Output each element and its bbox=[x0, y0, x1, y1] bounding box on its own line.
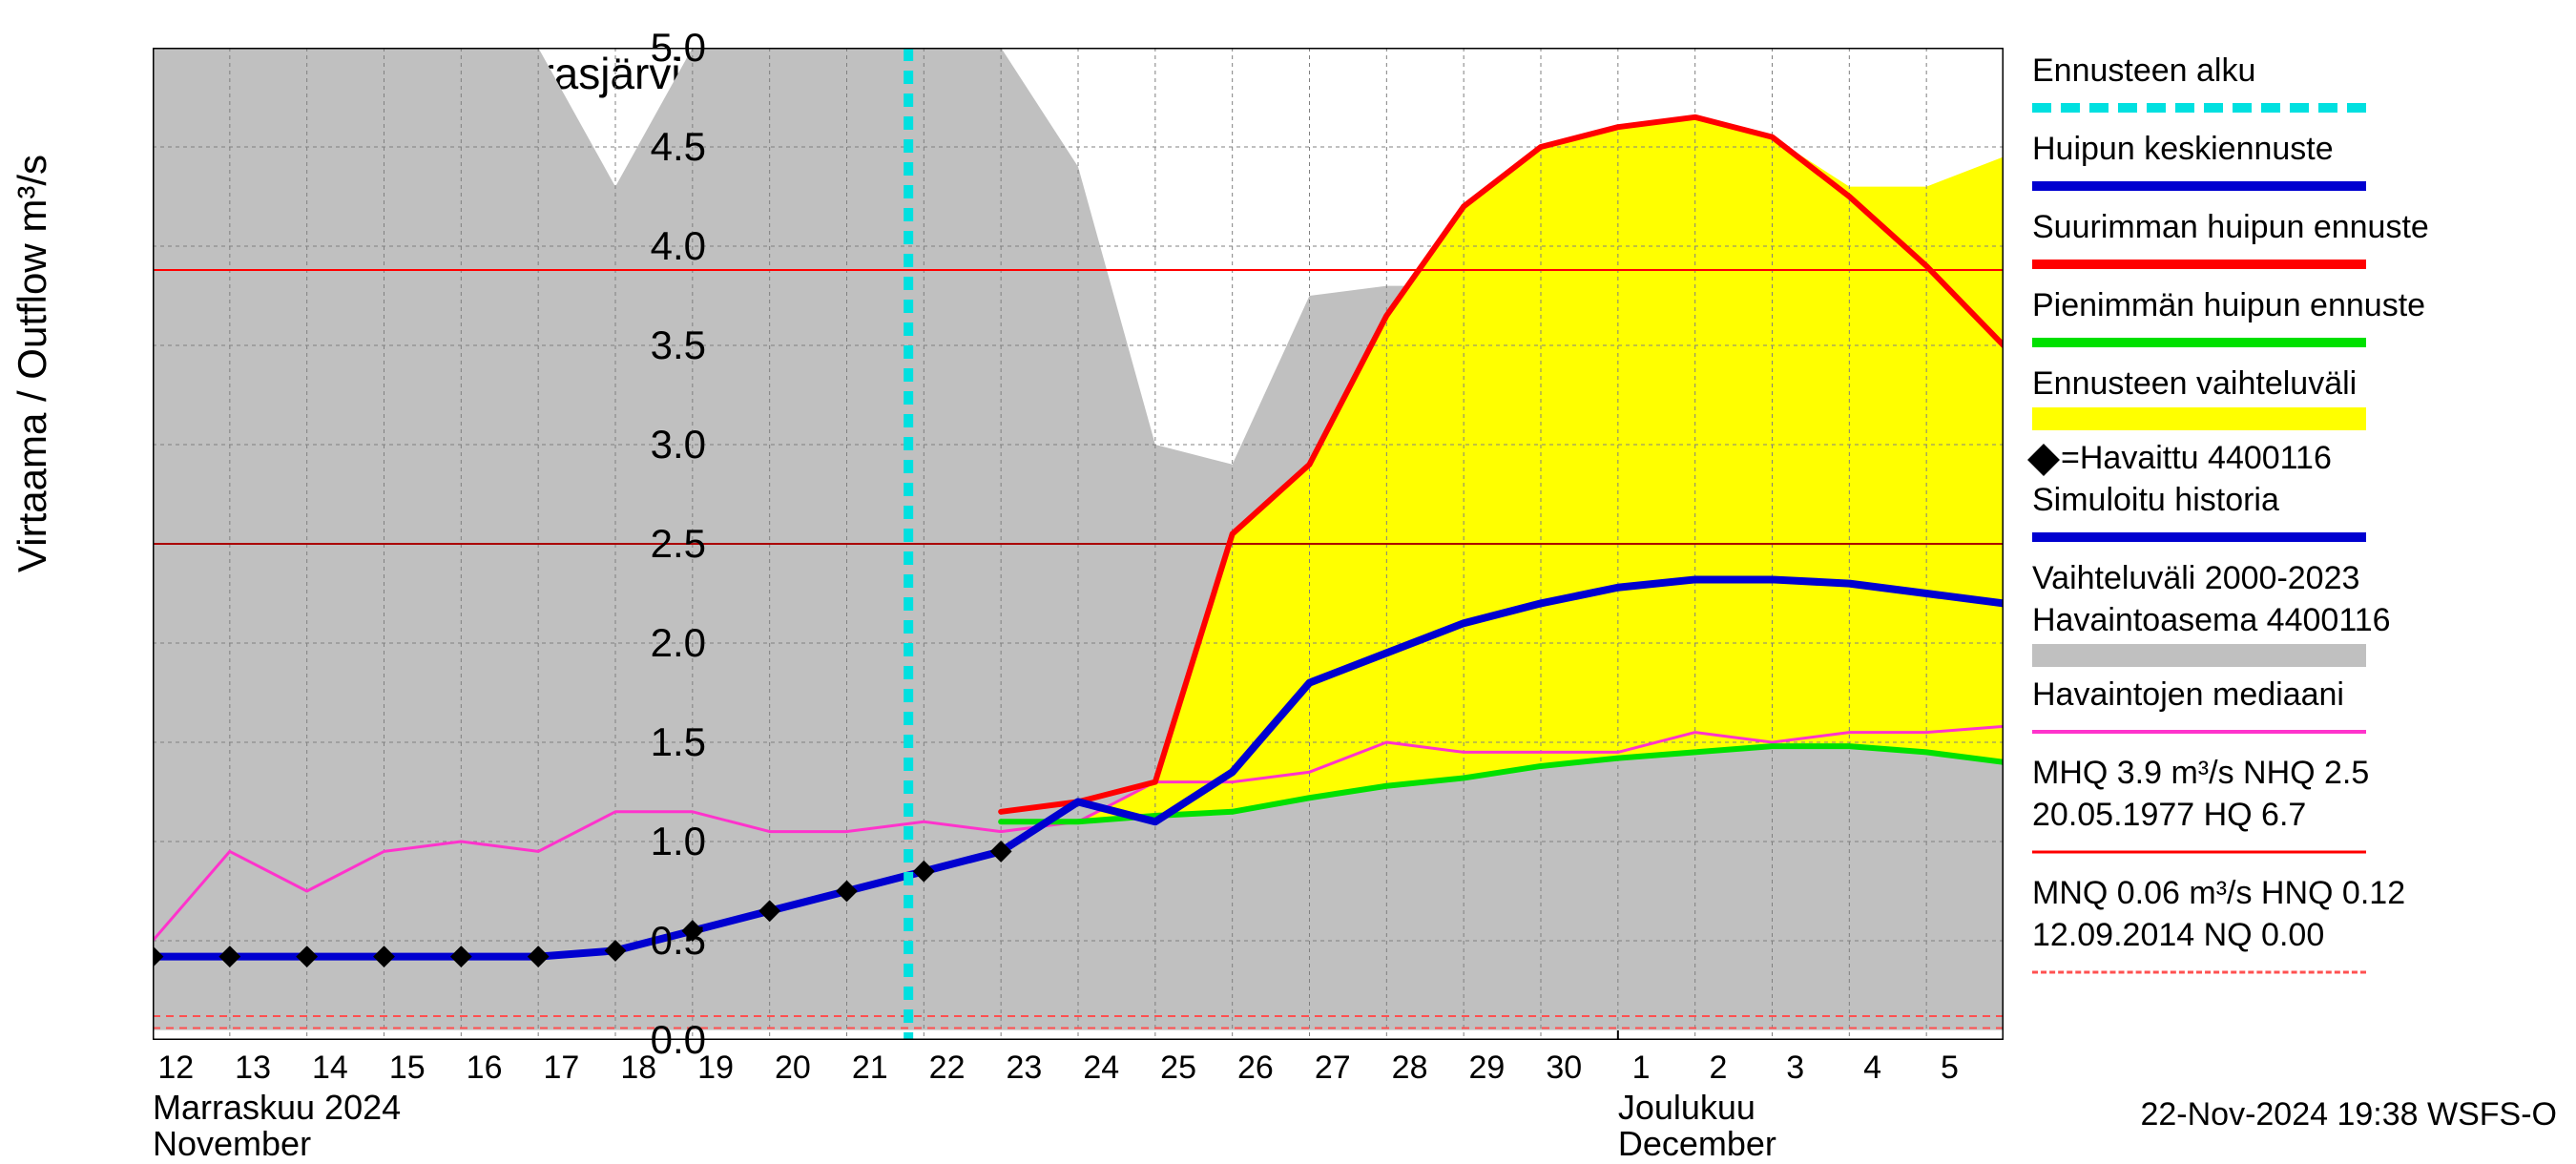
x-month-label-en: November bbox=[153, 1124, 311, 1164]
legend-item: =Havaittu 4400116 bbox=[2032, 440, 2566, 478]
legend-item: Simuloitu historia bbox=[2032, 482, 2566, 520]
legend-item: Havaintoasema 4400116 bbox=[2032, 602, 2566, 640]
legend-item: Huipun keskiennuste bbox=[2032, 131, 2566, 169]
legend-swatch-fill bbox=[2032, 407, 2366, 430]
y-tick-label: 0.5 bbox=[592, 918, 706, 964]
plot-area bbox=[153, 48, 2004, 1040]
x-tick-label: 18 bbox=[600, 1050, 676, 1087]
x-tick-label: 24 bbox=[1063, 1050, 1139, 1087]
legend-swatch-line bbox=[2032, 94, 2366, 121]
y-tick-label: 3.5 bbox=[592, 322, 706, 368]
legend-label: MHQ 3.9 m³/s NHQ 2.5 bbox=[2032, 755, 2566, 792]
legend-label: Huipun keskiennuste bbox=[2032, 131, 2566, 168]
y-tick-label: 4.0 bbox=[592, 223, 706, 269]
x-tick-label: 2 bbox=[1680, 1050, 1756, 1087]
x-tick-label: 23 bbox=[986, 1050, 1062, 1087]
x-tick-label: 29 bbox=[1448, 1050, 1525, 1087]
legend-item: MHQ 3.9 m³/s NHQ 2.5 bbox=[2032, 755, 2566, 793]
legend: Ennusteen alku Huipun keskiennuste Suurimm… bbox=[2032, 52, 2566, 995]
legend-label: MNQ 0.06 m³/s HNQ 0.12 bbox=[2032, 875, 2566, 912]
x-tick-label: 20 bbox=[755, 1050, 831, 1087]
legend-swatch-line bbox=[2032, 839, 2366, 865]
legend-label: =Havaittu 4400116 bbox=[2032, 440, 2566, 477]
legend-swatch-line bbox=[2032, 718, 2366, 745]
y-tick-label: 2.5 bbox=[592, 521, 706, 567]
y-axis-label: Virtaama / Outflow m³/s bbox=[10, 155, 55, 572]
x-tick-label: 1 bbox=[1603, 1050, 1679, 1087]
legend-swatch-line bbox=[2032, 524, 2366, 551]
legend-item: Havaintojen mediaani bbox=[2032, 676, 2566, 715]
x-tick-label: 26 bbox=[1217, 1050, 1294, 1087]
x-tick-label: 4 bbox=[1835, 1050, 1911, 1087]
legend-swatch-line bbox=[2032, 959, 2366, 986]
x-tick-label: 19 bbox=[677, 1050, 754, 1087]
x-tick-label: 22 bbox=[909, 1050, 986, 1087]
x-tick-label: 30 bbox=[1526, 1050, 1602, 1087]
legend-label: 12.09.2014 NQ 0.00 bbox=[2032, 917, 2566, 954]
legend-swatch-fill bbox=[2032, 644, 2366, 667]
legend-label: Vaihteluväli 2000-2023 bbox=[2032, 560, 2566, 597]
legend-swatch-line bbox=[2032, 173, 2366, 199]
x-tick-label: 12 bbox=[137, 1050, 214, 1087]
x-tick-label: 13 bbox=[215, 1050, 291, 1087]
x-tick-label: 25 bbox=[1140, 1050, 1216, 1087]
x-tick-label: 3 bbox=[1757, 1050, 1834, 1087]
legend-label: Ennusteen vaihteluväli bbox=[2032, 365, 2566, 403]
x-tick-label: 5 bbox=[1911, 1050, 1987, 1087]
diamond-icon bbox=[2027, 444, 2060, 476]
legend-label: Havaintoasema 4400116 bbox=[2032, 602, 2566, 639]
legend-item: 12.09.2014 NQ 0.00 bbox=[2032, 917, 2566, 955]
y-tick-label: 4.5 bbox=[592, 124, 706, 170]
x-tick-label: 21 bbox=[832, 1050, 908, 1087]
x-tick-label: 14 bbox=[292, 1050, 368, 1087]
legend-item: Vaihteluväli 2000-2023 bbox=[2032, 560, 2566, 598]
legend-item: Suurimman huipun ennuste bbox=[2032, 209, 2566, 247]
footer-timestamp: 22-Nov-2024 19:38 WSFS-O bbox=[2140, 1096, 2557, 1133]
legend-swatch-line bbox=[2032, 251, 2366, 278]
y-tick-label: 5.0 bbox=[592, 25, 706, 71]
x-tick-label: 15 bbox=[369, 1050, 446, 1087]
legend-label: 20.05.1977 HQ 6.7 bbox=[2032, 797, 2566, 834]
y-tick-label: 1.5 bbox=[592, 719, 706, 765]
legend-item: MNQ 0.06 m³/s HNQ 0.12 bbox=[2032, 875, 2566, 913]
x-month-label-en: December bbox=[1618, 1124, 1776, 1164]
legend-item: Ennusteen alku bbox=[2032, 52, 2566, 91]
x-month-label: Marraskuu 2024 bbox=[153, 1088, 401, 1128]
y-tick-label: 2.0 bbox=[592, 620, 706, 666]
x-tick-label: 16 bbox=[447, 1050, 523, 1087]
x-tick-label: 27 bbox=[1295, 1050, 1371, 1087]
legend-swatch-line bbox=[2032, 329, 2366, 356]
y-tick-label: 1.0 bbox=[592, 819, 706, 864]
legend-label: Pienimmän huipun ennuste bbox=[2032, 287, 2566, 324]
legend-label: Simuloitu historia bbox=[2032, 482, 2566, 519]
legend-item: Ennusteen vaihteluväli bbox=[2032, 365, 2566, 404]
legend-item: 20.05.1977 HQ 6.7 bbox=[2032, 797, 2566, 835]
legend-item: Pienimmän huipun ennuste bbox=[2032, 287, 2566, 325]
legend-label: Ennusteen alku bbox=[2032, 52, 2566, 90]
x-tick-label: 17 bbox=[523, 1050, 599, 1087]
x-tick-label: 28 bbox=[1372, 1050, 1448, 1087]
chart-container: Virtaama / Outflow m³/s 44 095 Kuorasjär… bbox=[0, 0, 2576, 1145]
x-month-label: Joulukuu bbox=[1618, 1088, 1755, 1128]
y-tick-label: 3.0 bbox=[592, 422, 706, 468]
legend-label: Havaintojen mediaani bbox=[2032, 676, 2566, 714]
legend-label: Suurimman huipun ennuste bbox=[2032, 209, 2566, 246]
